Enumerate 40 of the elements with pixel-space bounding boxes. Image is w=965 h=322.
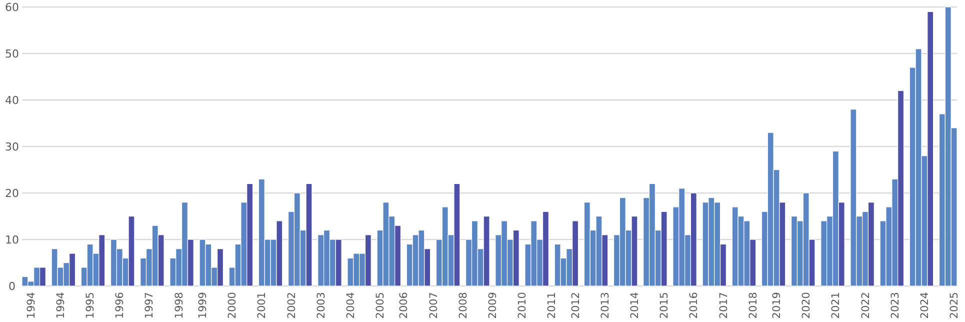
x-tick-label: 2002 (286, 292, 298, 319)
x-tick-label: 2018 (747, 292, 760, 319)
x-tick-label: 2017 (718, 292, 730, 319)
x-tick-label: 2013 (599, 292, 612, 319)
x-tick-label: 2019 (771, 292, 784, 319)
x-tick-label: 1999 (196, 292, 209, 319)
x-tick-label: 1997 (144, 292, 156, 319)
y-tick-label: 0 (8, 280, 16, 293)
y-tick-label: 50 (5, 47, 19, 60)
x-tick-label: 1995 (84, 292, 97, 319)
x-tick-label: 2021 (830, 292, 842, 319)
y-tick-label: 20 (5, 186, 19, 200)
x-tick-label: 2001 (256, 292, 268, 319)
x-tick-label: 2006 (398, 292, 410, 319)
x-tick-label: 2008 (457, 292, 470, 319)
x-tick-label: 2020 (800, 292, 813, 319)
x-tick-label: 2011 (546, 292, 558, 319)
x-tick-label: 2003 (315, 292, 328, 319)
x-tick-label: 1996 (114, 292, 126, 319)
x-tick-label: 2000 (226, 292, 239, 319)
x-tick-label: 2005 (374, 292, 387, 319)
y-tick-label: 10 (5, 233, 19, 246)
x-tick-label: 2025 (948, 292, 961, 319)
x-tick-label: 2024 (918, 292, 931, 319)
x-tick-label: 2012 (570, 292, 582, 319)
x-tick-label: 1994 (25, 292, 38, 319)
y-tick-label: 40 (5, 94, 19, 107)
x-tick-label: 2004 (344, 292, 357, 319)
x-tick-label: 2007 (428, 292, 440, 319)
x-tick-label: 2009 (486, 292, 499, 319)
y-tick-label: 30 (5, 140, 19, 154)
x-tick-label: 2015 (658, 292, 671, 319)
x-tick-label: 2023 (889, 292, 902, 319)
x-tick-label: 1998 (173, 292, 186, 319)
x-tick-label: 2010 (516, 292, 529, 319)
x-tick-label: 2016 (688, 292, 700, 319)
x-tick-label: 1994 (54, 292, 67, 319)
x-tick-label: 2022 (860, 292, 872, 319)
x-tick-label: 2014 (628, 292, 641, 319)
y-tick-label: 60 (5, 0, 19, 14)
